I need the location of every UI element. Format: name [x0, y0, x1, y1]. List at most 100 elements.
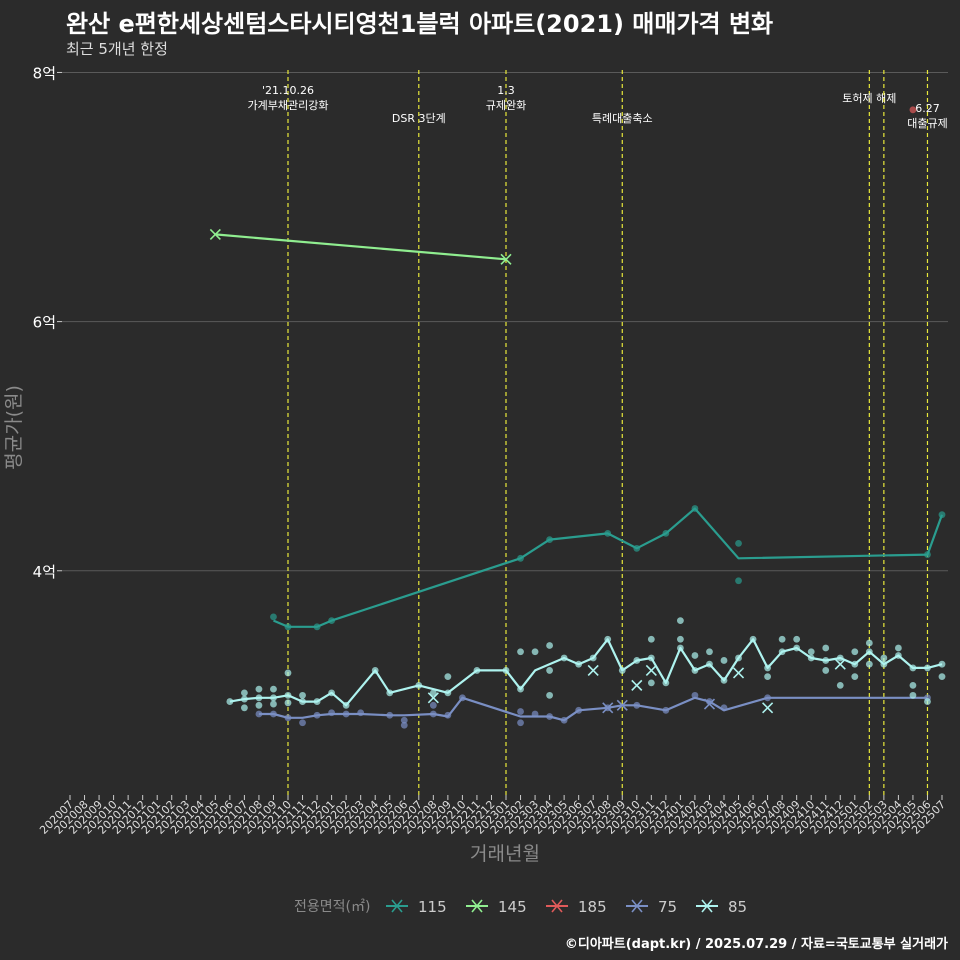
data-point — [880, 654, 888, 662]
data-point — [735, 539, 742, 547]
data-point — [400, 721, 408, 729]
data-point — [429, 701, 437, 709]
data-point — [647, 679, 655, 687]
cross-marker — [834, 658, 846, 670]
data-point — [938, 673, 946, 681]
data-point — [284, 699, 292, 707]
data-point — [546, 642, 553, 649]
legend-label: 145 — [498, 898, 527, 916]
legend-swatch-cross — [551, 899, 563, 913]
data-point — [429, 689, 437, 697]
legend-title: 전용면적(㎡) — [294, 899, 370, 915]
series-185 — [909, 106, 917, 114]
data-point — [778, 635, 786, 643]
event-label: DSR 3단계 — [392, 112, 446, 125]
cross-stroke — [762, 702, 774, 714]
data-point — [924, 698, 931, 705]
cross-stroke — [703, 698, 716, 710]
data-point — [241, 704, 248, 712]
cross-marker — [427, 692, 439, 704]
data-point — [677, 617, 684, 624]
data-point — [531, 648, 539, 656]
cross-marker — [602, 702, 614, 714]
data-point — [299, 719, 306, 727]
cross-stroke — [427, 692, 439, 704]
data-point — [677, 635, 684, 643]
series-115 — [270, 505, 946, 631]
data-point — [255, 685, 263, 693]
x-axis-title: 거래년월 — [470, 843, 540, 865]
data-point — [270, 700, 277, 708]
data-point — [793, 635, 801, 643]
source-caption: ©디아파트(dapt.kr) / 2025.07.29 / 자료=국토교통부 실… — [564, 937, 948, 952]
data-point — [226, 698, 234, 705]
data-point — [270, 613, 277, 621]
cross-stroke — [616, 699, 628, 711]
cross-stroke — [209, 228, 221, 240]
data-point — [720, 657, 728, 664]
series-line — [258, 696, 928, 722]
event-label: 토허제 해제 — [842, 91, 896, 105]
data-point — [444, 673, 452, 681]
series-85 — [226, 617, 946, 714]
legend-swatch-cross — [701, 899, 713, 913]
data-point — [255, 701, 263, 709]
data-point — [909, 691, 917, 699]
chart-subtitle: 최근 5개년 한정 — [66, 40, 168, 58]
data-point — [851, 648, 859, 656]
cross-stroke — [602, 702, 614, 714]
chart-title: 완산 e편한세상센텀스타시티영천1블럭 아파트(2021) 매매가격 변화 — [66, 10, 774, 38]
cross-marker — [762, 702, 774, 714]
legend-swatch-cross — [631, 899, 643, 913]
data-point — [735, 577, 742, 585]
data-point — [836, 681, 844, 689]
data-point — [546, 691, 553, 699]
data-point — [938, 660, 946, 668]
legend: 전용면적(㎡) 115 145 185 75 85 — [294, 898, 747, 916]
series-line — [229, 638, 943, 707]
cross-marker — [500, 253, 512, 265]
legend-item-145: 145 — [466, 898, 527, 916]
event-label: 특례대출축소 — [592, 112, 653, 125]
series-line — [215, 233, 507, 261]
data-point — [691, 652, 699, 659]
data-point — [865, 660, 873, 668]
data-point — [851, 673, 859, 681]
cross-marker — [703, 698, 716, 710]
data-point — [517, 708, 524, 715]
data-point — [909, 681, 917, 689]
data-point — [807, 648, 815, 656]
data-point — [270, 685, 277, 693]
data-point — [400, 716, 408, 724]
data-point — [517, 719, 524, 727]
event-label: '21.10.26 가계부채관리강화 — [248, 84, 329, 112]
legend-item-75: 75 — [626, 898, 677, 916]
y-tick-label: 6억 — [33, 314, 56, 332]
legend-label: 75 — [658, 898, 677, 916]
cross-stroke — [645, 664, 657, 676]
data-point — [546, 667, 553, 674]
cross-marker — [645, 664, 657, 676]
cross-marker — [209, 228, 221, 240]
cross-stroke — [587, 664, 599, 676]
cross-stroke — [834, 658, 846, 670]
cross-marker — [587, 664, 599, 676]
cross-marker — [732, 667, 745, 679]
data-point — [647, 635, 655, 643]
legend-label: 115 — [418, 898, 447, 916]
series-145 — [209, 228, 512, 265]
data-point — [517, 648, 524, 656]
legend-item-115: 115 — [386, 898, 447, 916]
data-point — [865, 639, 873, 647]
data-point — [895, 644, 902, 652]
data-point — [241, 689, 248, 697]
data-point — [822, 667, 830, 674]
event-label: 1.3 규제완화 — [486, 84, 526, 112]
data-point — [764, 673, 771, 681]
y-axis-title: 평균가(원) — [3, 385, 25, 470]
legend-item-185: 185 — [546, 898, 607, 916]
legend-swatch-cross — [471, 899, 483, 913]
data-point — [691, 691, 699, 699]
series-line — [273, 507, 944, 628]
